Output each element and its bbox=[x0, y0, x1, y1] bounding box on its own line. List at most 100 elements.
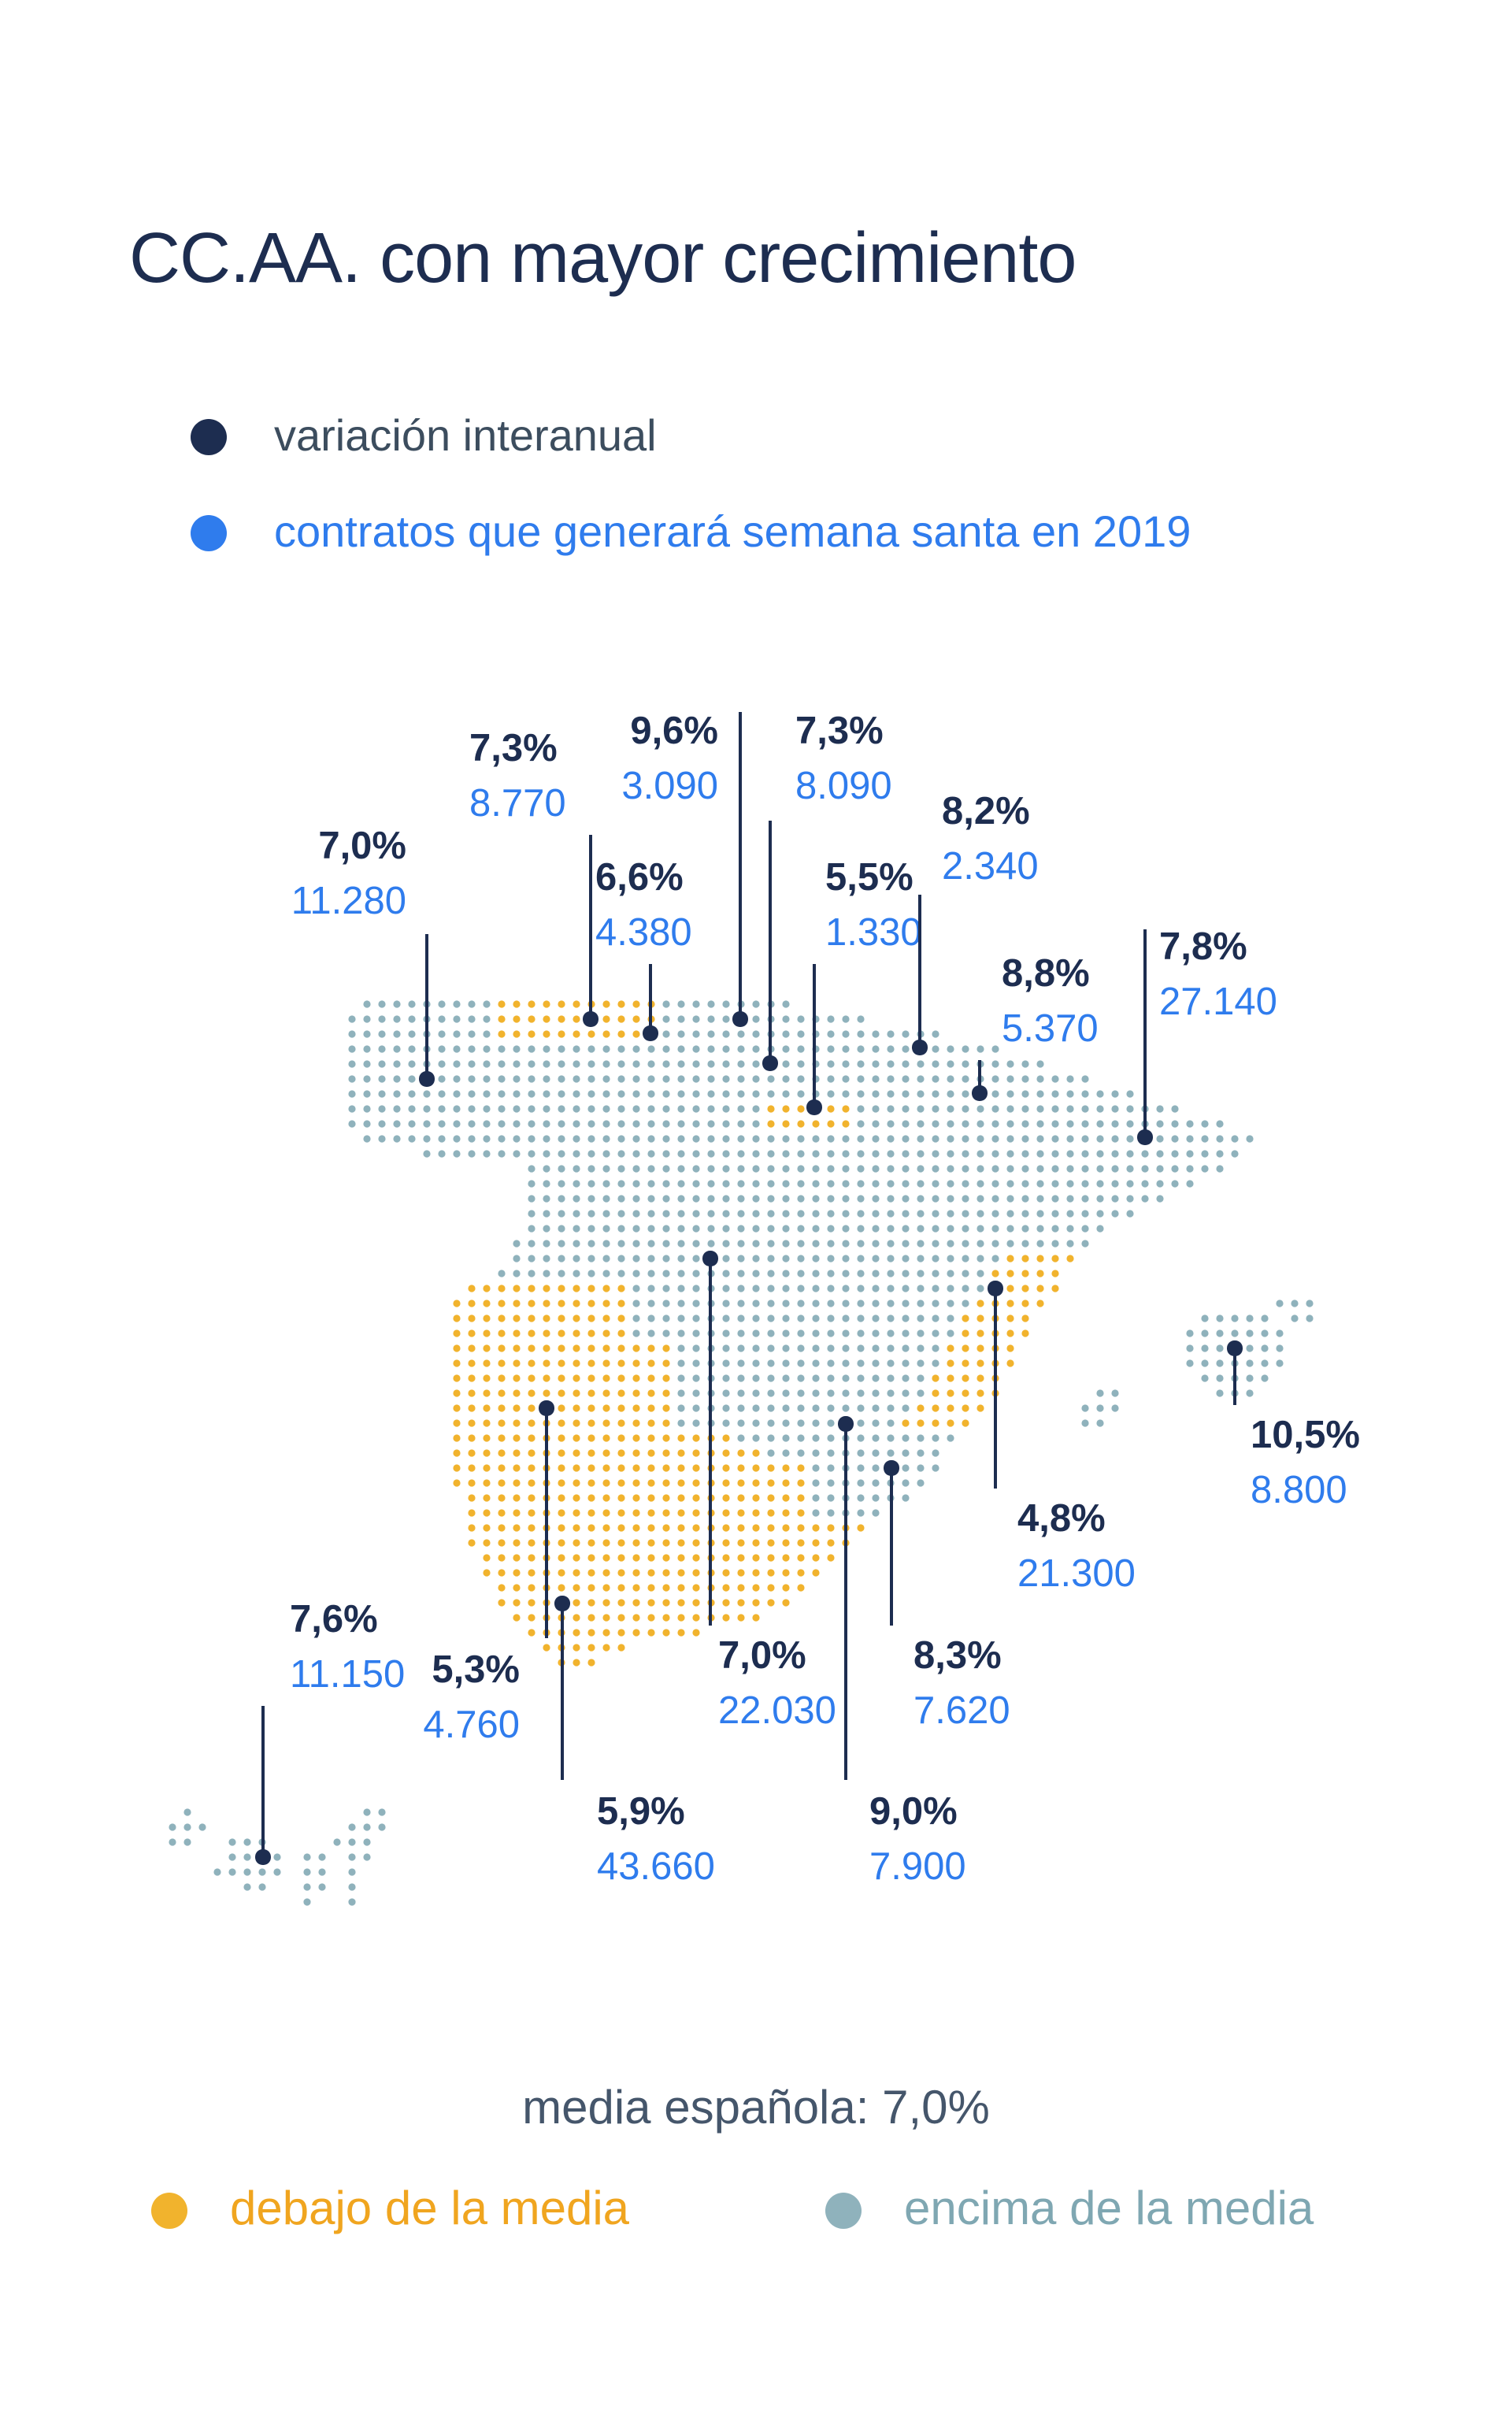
callout-label: 8,3% 7.620 bbox=[914, 1635, 1010, 1734]
callout-line bbox=[648, 964, 653, 1033]
callout-label: 8,8% 5.370 bbox=[1002, 953, 1099, 1052]
callout-percentage: 8,3% bbox=[914, 1635, 1002, 1678]
callout-label: 9,6% 3.090 bbox=[621, 710, 718, 810]
above-average-label: encima de la media bbox=[904, 2183, 1314, 2235]
callout-percentage: 9,0% bbox=[869, 1791, 958, 1833]
national-average-label: media española: 7,0% bbox=[522, 2082, 990, 2134]
callout-label: 7,6% 11.150 bbox=[290, 1599, 405, 1698]
callout-percentage: 5,9% bbox=[597, 1791, 685, 1833]
callout-percentage: 7,3% bbox=[469, 728, 558, 770]
callout-percentage: 7,0% bbox=[318, 825, 406, 868]
above-average-dot-icon bbox=[825, 2192, 862, 2228]
callout-line bbox=[708, 1259, 713, 1626]
callout-marker-dot bbox=[554, 1596, 570, 1611]
variation-legend-label: variación interanual bbox=[274, 411, 657, 460]
callout-contracts: 8.090 bbox=[795, 766, 892, 808]
callout-contracts: 43.660 bbox=[597, 1846, 715, 1889]
callout-percentage: 6,6% bbox=[595, 857, 684, 899]
contracts-legend-label: contratos que generará semana santa en 2… bbox=[274, 507, 1191, 556]
callout-contracts: 11.150 bbox=[290, 1654, 406, 1696]
callout-label: 5,5% 1.330 bbox=[825, 857, 922, 956]
callout-contracts: 4.380 bbox=[595, 912, 692, 955]
callout-percentage: 4,8% bbox=[1017, 1498, 1106, 1541]
callout-line bbox=[812, 964, 817, 1107]
callout-percentage: 7,6% bbox=[290, 1599, 378, 1641]
callout-label: 7,0% 11.280 bbox=[291, 825, 406, 925]
callout-marker-dot bbox=[988, 1281, 1003, 1296]
callout-label: 6,6% 4.380 bbox=[595, 857, 692, 956]
below-average-label: debajo de la media bbox=[230, 2183, 630, 2235]
callout-percentage: 9,6% bbox=[630, 710, 718, 753]
callout-marker-dot bbox=[838, 1416, 854, 1432]
callout-contracts: 5.370 bbox=[1002, 1008, 1099, 1051]
callout-percentage: 8,8% bbox=[1002, 953, 1090, 996]
callout-line bbox=[588, 835, 593, 1019]
callout-marker-dot bbox=[583, 1011, 598, 1027]
callout-contracts: 1.330 bbox=[825, 912, 922, 955]
callout-marker-dot bbox=[972, 1085, 988, 1101]
callout-line bbox=[738, 712, 743, 1019]
callout-line bbox=[560, 1604, 565, 1780]
callout-contracts: 7.620 bbox=[914, 1690, 1010, 1733]
callout-label: 4,8% 21.300 bbox=[1017, 1498, 1136, 1597]
callout-marker-dot bbox=[732, 1011, 748, 1027]
legend-item-below-average: debajo de la media bbox=[151, 2183, 629, 2237]
callout-line bbox=[889, 1468, 894, 1626]
callout-percentage: 7,3% bbox=[795, 710, 884, 753]
contracts-dot-icon bbox=[191, 514, 227, 551]
callout-percentage: 5,5% bbox=[825, 857, 914, 899]
callout-percentage: 8,2% bbox=[942, 791, 1030, 833]
series-legend: variación interanual contratos que gener… bbox=[191, 410, 1191, 559]
callout-line bbox=[424, 934, 429, 1079]
callout-marker-dot bbox=[643, 1025, 658, 1041]
legend-item-above-average: encima de la media bbox=[825, 2183, 1314, 2237]
callout-contracts: 11.280 bbox=[291, 881, 406, 923]
callout-marker-dot bbox=[912, 1040, 928, 1055]
callout-marker-dot bbox=[806, 1099, 822, 1115]
callout-contracts: 8.800 bbox=[1251, 1470, 1347, 1512]
callout-contracts: 27.140 bbox=[1159, 981, 1277, 1024]
callout-line bbox=[843, 1424, 848, 1780]
callout-contracts: 2.340 bbox=[942, 846, 1039, 888]
callout-label: 10,5% 8.800 bbox=[1251, 1414, 1360, 1514]
below-average-dot-icon bbox=[151, 2192, 187, 2228]
callout-line bbox=[544, 1408, 549, 1638]
callout-contracts: 22.030 bbox=[718, 1690, 836, 1733]
callout-contracts: 3.090 bbox=[621, 766, 718, 808]
callout-marker-dot bbox=[884, 1460, 899, 1476]
callout-percentage: 7,0% bbox=[718, 1635, 806, 1678]
callout-line bbox=[1232, 1348, 1237, 1405]
callout-marker-dot bbox=[1137, 1129, 1153, 1145]
callout-contracts: 21.300 bbox=[1017, 1553, 1136, 1596]
callout-marker-dot bbox=[539, 1400, 554, 1416]
callout-line bbox=[917, 895, 922, 1047]
callout-line bbox=[993, 1288, 998, 1489]
callout-line bbox=[768, 821, 773, 1063]
callout-percentage: 10,5% bbox=[1251, 1414, 1360, 1457]
callout-marker-dot bbox=[1227, 1340, 1243, 1356]
callout-marker-dot bbox=[419, 1071, 435, 1087]
callout-label: 7,8% 27.140 bbox=[1159, 926, 1277, 1025]
callout-percentage: 5,3% bbox=[432, 1649, 520, 1692]
callout-line bbox=[261, 1706, 265, 1857]
callout-contracts: 7.900 bbox=[869, 1846, 966, 1889]
callout-marker-dot bbox=[702, 1251, 718, 1266]
legend-item-variation: variación interanual bbox=[191, 410, 1191, 463]
callout-percentage: 7,8% bbox=[1159, 926, 1247, 969]
callout-label: 9,0% 7.900 bbox=[869, 1791, 966, 1890]
callout-contracts: 8.770 bbox=[469, 783, 566, 825]
callout-line bbox=[1143, 929, 1147, 1137]
callout-marker-dot bbox=[762, 1055, 778, 1071]
callout-label: 7,3% 8.090 bbox=[795, 710, 892, 810]
callout-label: 7,3% 8.770 bbox=[469, 728, 566, 827]
legend-item-contracts: contratos que generará semana santa en 2… bbox=[191, 506, 1191, 559]
page-title: CC.AA. con mayor crecimiento bbox=[129, 217, 1077, 298]
callout-label: 8,2% 2.340 bbox=[942, 791, 1039, 890]
callout-marker-dot bbox=[255, 1849, 271, 1865]
callout-line bbox=[977, 1060, 982, 1093]
callout-label: 5,9% 43.660 bbox=[597, 1791, 715, 1890]
variation-dot-icon bbox=[191, 418, 227, 454]
callout-label: 5,3% 4.760 bbox=[423, 1649, 520, 1748]
